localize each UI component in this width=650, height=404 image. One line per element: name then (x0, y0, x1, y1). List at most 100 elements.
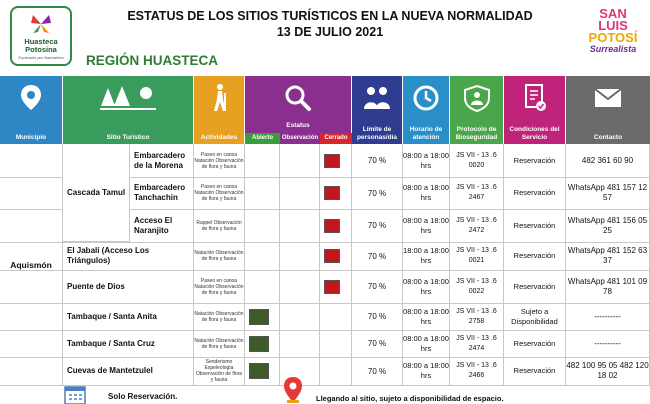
contact-cell: ---------- (566, 330, 650, 357)
protocol-cell: JS VII - 13 .6 2467 (450, 177, 504, 209)
activities-cell: Rappel Observación de flora y fauna (194, 209, 245, 242)
shield-people-icon (463, 84, 490, 112)
limit-cell: 70 % (352, 144, 403, 177)
reservation-note: Solo Reservación. (108, 392, 178, 401)
table-row: Tambaque / Santa Cruz Natación Observació… (0, 330, 650, 358)
status-observacion (280, 303, 320, 330)
page-header: Huasteca Potosina Escenario por Naturalez… (0, 0, 650, 76)
status-abierto (245, 144, 280, 177)
conditions-cell: Reservación (504, 330, 566, 357)
closed-status-indicator (324, 218, 340, 233)
limit-cell: 70 % (352, 330, 403, 357)
hours-cell: 08:00 a 18:00 hrs (403, 303, 450, 330)
status-abierto (245, 330, 280, 357)
table-row: Embarcadero de la Morena Paseo en canoa N… (0, 144, 650, 178)
conditions-cell: Reservación (504, 270, 566, 303)
site-name: El Jabalí (Acceso Los Triángulos) (63, 242, 194, 270)
group-cascada-tamul: Cascada Tamul (63, 144, 130, 242)
hours-cell: 08:00 a 18:00 hrs (403, 357, 450, 385)
status-abierto (245, 209, 280, 242)
envelope-icon (594, 88, 622, 107)
limit-cell: 70 % (352, 270, 403, 303)
table-row: Tambaque / Santa Anita Natación Observaci… (0, 303, 650, 331)
header-contacto: Contacto (566, 76, 650, 144)
hours-cell: 08:00 a 18:00 hrs (403, 330, 450, 357)
status-cerrado (320, 303, 352, 330)
hours-cell: 08:00 a 18:00 hrs (403, 209, 450, 242)
people-icon (364, 87, 390, 109)
trees-icon (100, 86, 156, 110)
status-abierto (245, 177, 280, 209)
site-name: Embarcadero de la Morena (130, 144, 194, 177)
status-cerrado (320, 209, 352, 242)
open-status-indicator (249, 308, 269, 325)
activities-cell: Paseo en canoa Natación Observación de f… (194, 144, 245, 177)
header-sitio: Sitio Turístico (63, 76, 194, 144)
activities-cell: Paseo en canoa Natación Observación de f… (194, 177, 245, 209)
activities-cell: Natación Observación de flora y fauna (194, 242, 245, 270)
header-limite: Límite de personas/día (352, 76, 403, 144)
header-estatus: Estatus Abierto Observación Cerrado (245, 76, 352, 144)
activities-cell: Senderismo Espeleología Observación de f… (194, 357, 245, 385)
hours-cell: 08:00 a 18:00 hrs (403, 177, 450, 209)
contact-cell: WhatsApp 481 156 05 25 (566, 209, 650, 242)
header-condiciones: Condiciones del Servicio (504, 76, 566, 144)
butterfly-icon (31, 15, 51, 33)
open-status-indicator (249, 363, 269, 379)
site-name: Acceso El Naranjito (130, 209, 194, 242)
header-observacion: Observación (280, 133, 320, 144)
table-row: El Jabalí (Acceso Los Triángulos) Natació… (0, 242, 650, 271)
closed-status-indicator (324, 279, 340, 294)
municipio-cell: Aquismón (0, 144, 63, 385)
header-abierto: Abierto (245, 133, 280, 144)
protocol-cell: JS VII - 13 .6 0021 (450, 242, 504, 270)
status-observacion (280, 177, 320, 209)
contact-cell: ---------- (566, 303, 650, 330)
site-name: Tambaque / Santa Cruz (63, 330, 194, 357)
conditions-cell: Reservación (504, 209, 566, 242)
header-protocolo: Protocolo de Bioseguridad (450, 76, 504, 144)
site-name: Puente de Dios (63, 270, 194, 303)
header-horario: Horario de atención (403, 76, 450, 144)
activities-cell: Paseo en canoa Natación Observación de f… (194, 270, 245, 303)
status-observacion (280, 270, 320, 303)
protocol-cell: JS VII - 13 .6 2472 (450, 209, 504, 242)
map-pin-icon (21, 85, 41, 110)
search-icon (285, 85, 311, 111)
clock-icon (413, 85, 439, 111)
status-observacion (280, 209, 320, 242)
table-row: Puente de Dios Paseo en canoa Natación Ob… (0, 270, 650, 304)
status-cerrado (320, 270, 352, 303)
limit-cell: 70 % (352, 357, 403, 385)
status-observacion (280, 144, 320, 177)
site-name: Cuevas de Mantetzulel (63, 357, 194, 385)
protocol-cell: JS VII - 13 .6 0022 (450, 270, 504, 303)
status-abierto (245, 303, 280, 330)
table-row: Embarcadero Tanchachin Paseo en canoa Nat… (0, 177, 650, 210)
protocol-cell: JS VII - 13 .6 2474 (450, 330, 504, 357)
site-name: Embarcadero Tanchachin (130, 177, 194, 209)
hours-cell: 08:00 a 18:00 hrs (403, 270, 450, 303)
status-cerrado (320, 242, 352, 270)
region-title: REGIÓN HUASTECA (86, 53, 219, 68)
status-abierto (245, 242, 280, 270)
page-title: ESTATUS DE LOS SITIOS TURÍSTICOS EN LA N… (127, 9, 533, 39)
limit-cell: 70 % (352, 177, 403, 209)
closed-status-indicator (324, 153, 340, 168)
conditions-cell: Reservación (504, 357, 566, 385)
header-cerrado: Cerrado (320, 133, 352, 144)
activities-cell: Natación Observación de flora y fauna (194, 303, 245, 330)
status-abierto (245, 270, 280, 303)
protocol-cell: JS VII - 13 .6 2466 (450, 357, 504, 385)
huasteca-potosina-logo: Huasteca Potosina Escenario por Naturalez… (10, 6, 72, 66)
limit-cell: 70 % (352, 242, 403, 270)
conditions-cell: Reservación (504, 177, 566, 209)
status-observacion (280, 242, 320, 270)
table-header: Municipio Sitio Turístico Actividades Es… (0, 76, 650, 144)
status-cerrado (320, 177, 352, 209)
hours-cell: 18:00 a 18:00 hrs (403, 242, 450, 270)
table-row: Cuevas de Mantetzulel Senderismo Espeleol… (0, 357, 650, 386)
arrival-note: Llegando al sitio, sujeto a disponibilid… (316, 394, 504, 403)
limit-cell: 70 % (352, 303, 403, 330)
left-logo-text: Huasteca Potosina (24, 37, 58, 54)
